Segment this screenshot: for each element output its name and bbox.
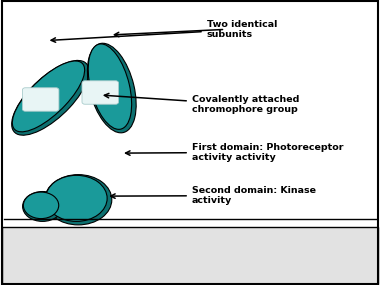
- Ellipse shape: [22, 192, 62, 221]
- Ellipse shape: [87, 43, 136, 133]
- Ellipse shape: [12, 60, 89, 135]
- Text: First domain: Photoreceptor
activity activity: First domain: Photoreceptor activity act…: [125, 142, 344, 162]
- FancyBboxPatch shape: [22, 88, 59, 111]
- Text: Covalently attached
chromophore group: Covalently attached chromophore group: [105, 93, 299, 115]
- Text: Two identical
subunits: Two identical subunits: [51, 20, 277, 42]
- Ellipse shape: [45, 175, 112, 225]
- Text: BIOLOGY: BIOLOGY: [225, 264, 277, 273]
- Text: Second domain: Kinase
activity: Second domain: Kinase activity: [111, 186, 316, 205]
- Ellipse shape: [46, 175, 107, 221]
- FancyBboxPatch shape: [82, 81, 119, 104]
- Ellipse shape: [88, 44, 131, 129]
- Ellipse shape: [23, 192, 59, 219]
- Text: READER: READER: [281, 264, 325, 273]
- Ellipse shape: [12, 61, 85, 132]
- Text: Structure of Phytochrome: Structure of Phytochrome: [37, 241, 343, 260]
